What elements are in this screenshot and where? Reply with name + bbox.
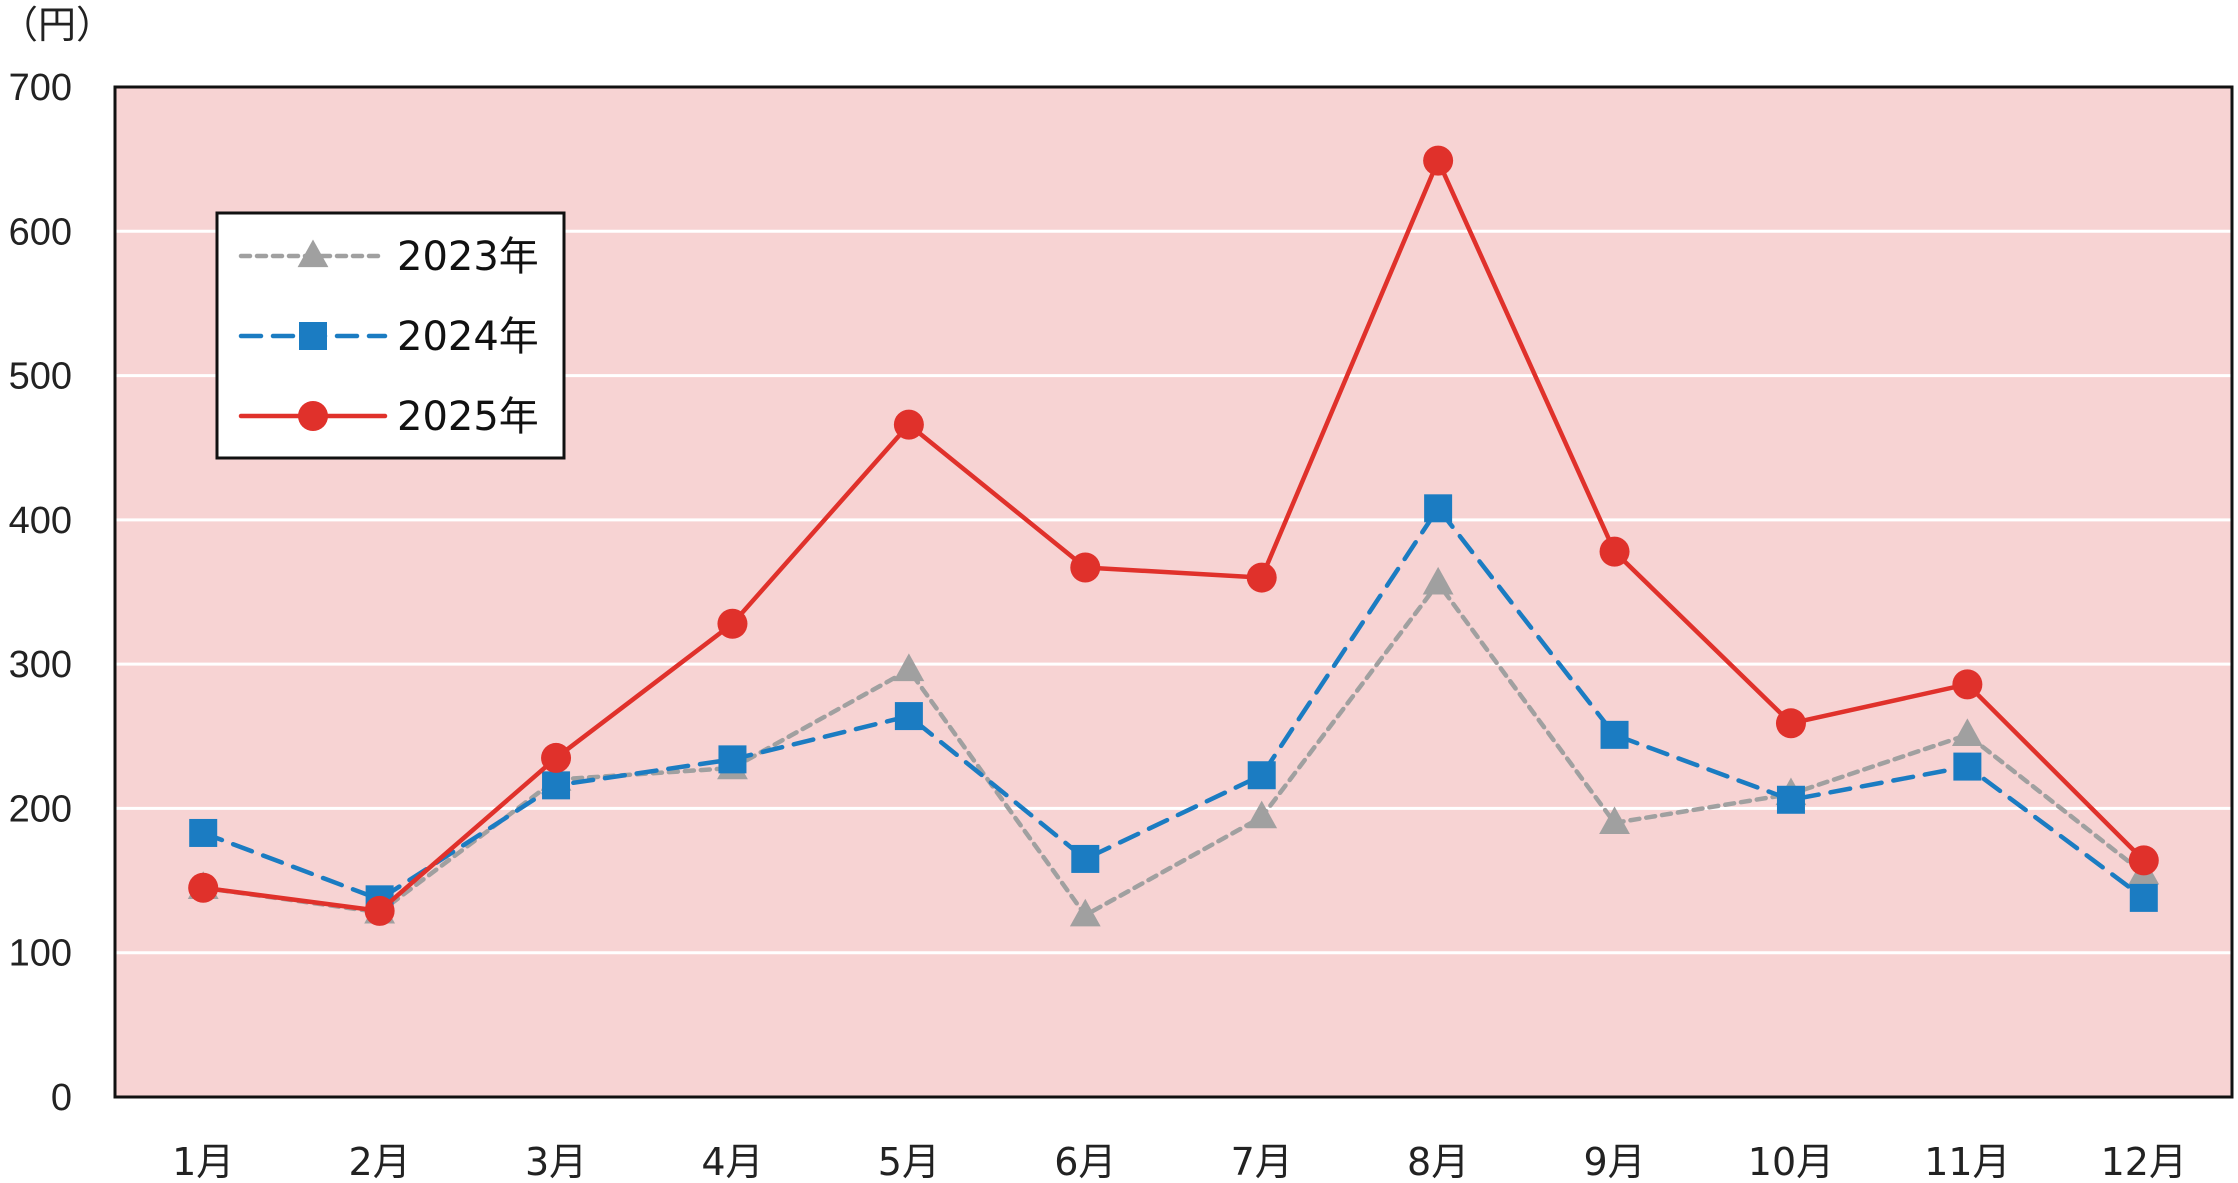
x-tick-label: 7月 (1231, 1140, 1293, 1183)
x-tick-label: 1月 (172, 1140, 234, 1183)
data-point (1952, 669, 1983, 700)
x-tick-label: 2月 (349, 1140, 411, 1183)
data-point (364, 895, 395, 926)
data-point (2129, 883, 2158, 912)
x-tick-label: 4月 (701, 1140, 763, 1183)
data-point (893, 409, 924, 440)
data-point (1953, 752, 1982, 781)
data-point (189, 818, 218, 847)
legend-marker (299, 322, 327, 350)
data-point (1069, 898, 1101, 927)
x-tick-label: 6月 (1054, 1140, 1116, 1183)
series-square (189, 494, 2158, 914)
data-point (542, 771, 571, 800)
legend-marker (298, 401, 328, 431)
legend-marker (297, 239, 329, 268)
data-point (1423, 145, 1454, 176)
gridlines (115, 229, 2232, 955)
y-tick-label: 700 (9, 67, 72, 109)
series-line (200, 158, 2147, 914)
data-point (1246, 800, 1278, 829)
data-point (1424, 494, 1453, 523)
y-tick-label: 300 (9, 644, 72, 686)
data-point (1422, 566, 1454, 595)
x-tick-label: 9月 (1583, 1140, 1645, 1183)
data-point (1776, 785, 1805, 814)
data-point (1951, 718, 1983, 747)
x-axis-ticks: 1月 2月 3月 4月 5月 6月 7月 8月 9月 10月 11月 12月 (172, 1140, 2187, 1183)
x-tick-label: 5月 (878, 1140, 940, 1183)
legend-label: 2023年 (397, 234, 539, 280)
legend-label: 2025年 (397, 394, 539, 440)
data-point (717, 608, 748, 639)
data-point (1600, 720, 1629, 749)
data-point (1775, 708, 1806, 739)
data-point (1070, 552, 1101, 583)
data-point (541, 742, 572, 773)
x-tick-label: 12月 (2101, 1140, 2187, 1183)
data-point (1599, 806, 1630, 835)
data-point (894, 702, 923, 731)
y-tick-label: 400 (9, 500, 72, 542)
data-point (1247, 761, 1276, 790)
y-tick-label: 100 (9, 933, 72, 975)
y-tick-label: 0 (51, 1077, 72, 1119)
y-tick-label: 200 (9, 788, 72, 830)
data-point (2128, 845, 2159, 876)
y-tick-label: 600 (9, 211, 72, 253)
legend-label: 2024年 (397, 314, 539, 360)
data-point (1599, 536, 1630, 567)
x-tick-label: 11月 (1924, 1140, 2010, 1183)
series-circle (188, 145, 2159, 926)
data-point (188, 872, 219, 903)
y-axis-unit-label: （円） (0, 3, 114, 47)
plot-frame (113, 85, 2234, 1099)
series-line (200, 506, 2147, 902)
y-tick-label: 500 (9, 356, 72, 398)
data-point (893, 653, 925, 682)
data-point (1246, 562, 1277, 593)
x-tick-label: 3月 (525, 1140, 587, 1183)
data-point (718, 745, 747, 774)
data-point (1071, 844, 1100, 873)
x-tick-label: 10月 (1748, 1140, 1834, 1183)
legend: 2023年 2024年 2025年 (215, 211, 566, 460)
series-layer (187, 145, 2160, 927)
x-tick-label: 8月 (1407, 1140, 1469, 1183)
y-axis-ticks: 0 100 200 300 400 500 600 700 (9, 67, 72, 1119)
